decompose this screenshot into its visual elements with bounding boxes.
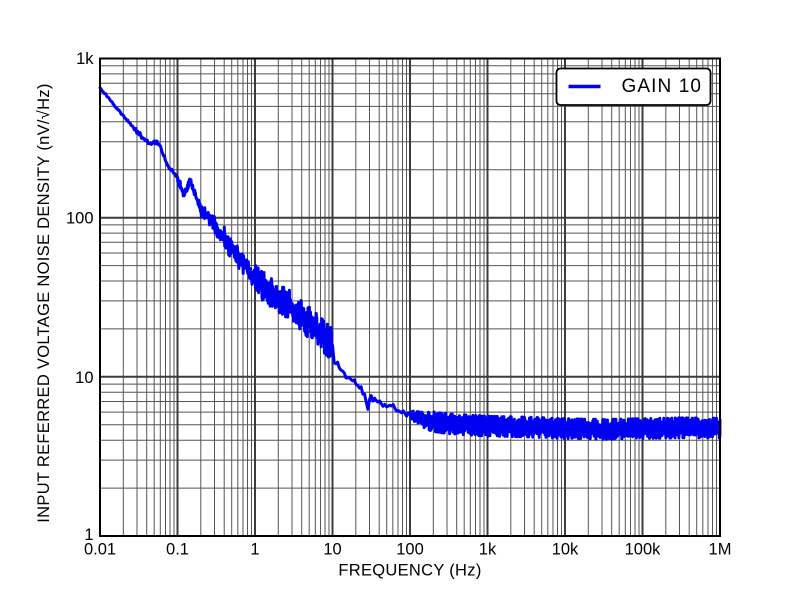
svg-text:0.1: 0.1: [166, 541, 189, 559]
svg-text:10: 10: [323, 541, 341, 559]
svg-text:1k: 1k: [76, 50, 94, 68]
svg-text:10: 10: [75, 369, 93, 387]
svg-text:INPUT REFERRED VOLTAGE NOISE D: INPUT REFERRED VOLTAGE NOISE DENSITY (nV…: [35, 83, 53, 522]
svg-text:1: 1: [84, 526, 93, 544]
svg-text:1M: 1M: [709, 541, 732, 559]
svg-text:100: 100: [396, 541, 424, 559]
svg-text:1: 1: [250, 541, 259, 559]
svg-text:10k: 10k: [552, 541, 579, 559]
svg-text:GAIN 10: GAIN 10: [622, 76, 703, 97]
svg-text:0.01: 0.01: [84, 541, 116, 559]
svg-text:FREQUENCY (Hz): FREQUENCY (Hz): [338, 562, 481, 580]
svg-text:100k: 100k: [625, 541, 662, 559]
svg-text:1k: 1k: [479, 541, 497, 559]
svg-text:100: 100: [66, 210, 94, 228]
